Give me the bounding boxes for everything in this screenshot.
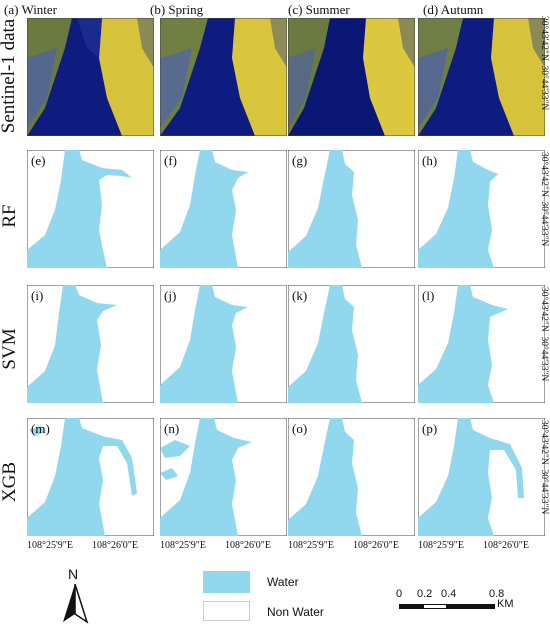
row-label-svm: SVM [0,328,20,370]
legend-water-label: Water [267,575,299,589]
rf-panel-summer: (g) [288,150,415,268]
lat-lower-row4: 30°43'42"N [539,420,549,465]
panel-label-n: (n) [164,421,180,436]
xgb-panel-autumn: (p) [418,418,545,536]
season-title-summer: (c) Summer [288,2,350,17]
svm-panel-spring: (j) [160,285,287,403]
lon-right-autumn: 108°26'0"E [483,540,529,551]
lon-right-winter: 108°26'0"E [92,540,138,551]
north-arrow-icon [63,584,89,624]
row-label-xgb: XGB [0,461,20,503]
season-title-autumn: (d) Autumn [423,2,484,17]
scale-tick-3: 0.8 [489,588,505,600]
lat-upper-row4: 30°44'33"N [539,469,549,515]
panel-label-j: (j) [164,288,177,303]
legend-water-swatch [203,571,250,593]
row-label-sentinel: Sentinel-1 data [0,18,19,134]
lon-left-autumn: 108°25'9"E [418,540,464,551]
panel-label-i: (i) [31,288,44,303]
svm-panel-summer: (k) [288,285,415,403]
lon-left-winter: 108°25'9"E [27,540,73,551]
scale-tick-0: 0 [396,588,403,600]
sentinel-panel-summer [288,18,415,136]
panel-label-g: (g) [292,153,308,168]
panel-label-e: (e) [31,153,46,168]
lat-label-row1: 30°43'42"N 30°44'33"N [539,16,549,110]
lon-left-spring: 108°25'9"E [160,540,206,551]
row-label-rf: RF [0,204,20,228]
sentinel-panel-autumn [418,18,545,136]
scale-seg-1 [399,604,423,609]
panel-label-h: (h) [422,153,438,168]
lat-label-row4: 30°43'42"N 30°44'33"N [539,420,549,514]
rf-panel-autumn: (h) [418,150,545,268]
lat-upper-row1: 30°44'33"N [539,65,549,111]
rf-panel-spring: (f) [160,150,287,268]
legend-nonwater-swatch [203,601,250,621]
north-label: N [68,566,79,582]
lat-label-row3: 30°43'42"N 30°44'33"N [539,287,549,381]
lat-lower-row1: 30°43'42"N [539,16,549,61]
legend-nonwater-label: Non Water [267,605,324,619]
scale-tick-2: 0.4 [441,588,457,600]
scale-seg-3 [447,604,495,609]
panel-label-f: (f) [164,153,177,168]
rf-panel-winter: (e) [27,150,154,268]
season-title-winter: (a) Winter [4,2,58,17]
scale-bar: 0 0.2 0.4 0.8 KM [393,588,533,612]
panel-label-p: (p) [422,421,438,436]
lat-lower-row3: 30°43'42"N [539,287,549,332]
lat-upper-row3: 30°44'33"N [539,336,549,382]
lon-left-summer: 108°25'9"E [288,540,334,551]
lon-right-summer: 108°26'0"E [353,540,399,551]
sentinel-panel-spring [160,18,287,136]
xgb-panel-winter: (m) [27,418,154,536]
scale-tick-1: 0.2 [417,588,433,600]
season-title-spring: (b) Spring [150,2,204,17]
svm-panel-winter: (i) [27,285,154,403]
panel-label-l: (l) [422,288,435,303]
panel-label-o: (o) [292,421,308,436]
north-arrow: N [60,566,90,624]
xgb-panel-spring: (n) [160,418,287,536]
svm-panel-autumn: (l) [418,285,545,403]
panel-label-k: (k) [292,288,308,303]
lon-right-spring: 108°26'0"E [225,540,271,551]
scale-unit: KM [497,598,514,610]
lat-upper-row2: 30°44'33"N [539,201,549,247]
lat-lower-row2: 30°43'42"N [539,152,549,197]
scale-seg-2 [423,604,447,609]
panel-label-m: (m) [31,421,50,436]
lat-label-row2: 30°43'42"N 30°44'33"N [539,152,549,246]
sentinel-panel-winter [27,18,154,136]
xgb-panel-summer: (o) [288,418,415,536]
